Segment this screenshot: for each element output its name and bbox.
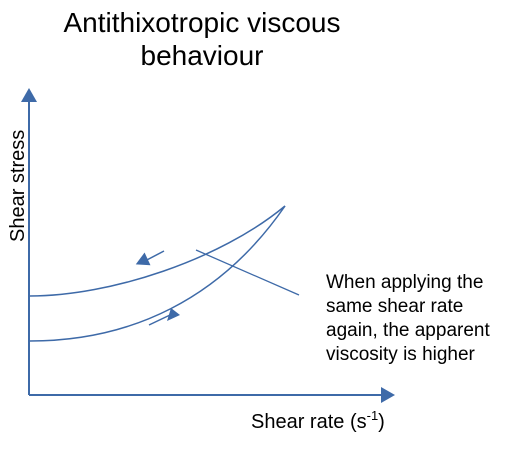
y-axis-label: Shear stress xyxy=(7,130,29,242)
ramp-down-curve xyxy=(29,205,286,297)
y-axis-arrowhead-icon xyxy=(21,88,37,102)
x-axis-label-superscript: -1 xyxy=(367,408,379,423)
ramp-up-curve xyxy=(29,205,286,342)
x-axis-label-end: ) xyxy=(378,411,385,433)
annotation-line-3: again, the apparent xyxy=(326,320,490,341)
annotation-line-2: same shear rate xyxy=(326,296,463,317)
x-axis-arrowhead-icon xyxy=(381,387,395,403)
x-axis-label-main: Shear rate (s xyxy=(251,411,367,433)
ramp-up-arrow-icon xyxy=(167,308,180,321)
ramp-up-direction-line xyxy=(148,314,171,326)
annotation-line-1: When applying the xyxy=(326,272,483,293)
annotation-pointer-line xyxy=(195,249,300,296)
diagram-title-line-1: Antithixotropic viscous xyxy=(63,7,340,38)
x-axis-label: Shear rate (s-1) xyxy=(251,408,385,433)
ramp-down-arrow-icon xyxy=(135,252,151,266)
annotation-line-4: viscosity is higher xyxy=(326,344,476,365)
diagram-title-line-2: behaviour xyxy=(141,40,264,71)
